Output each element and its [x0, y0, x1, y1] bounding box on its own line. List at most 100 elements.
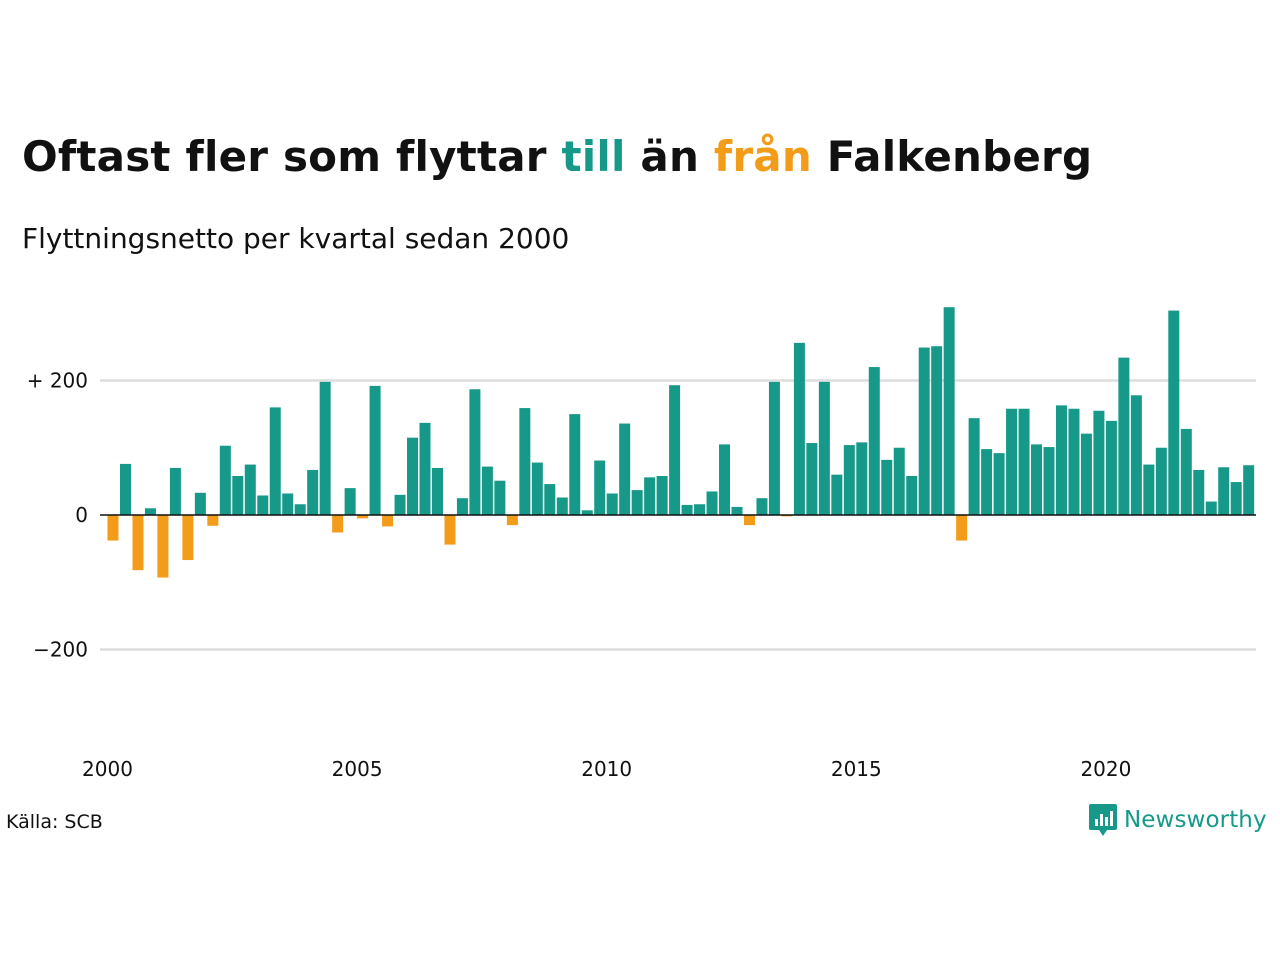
bar [893, 447, 905, 515]
source-note: Källa: SCB [6, 811, 103, 833]
bars [107, 307, 1255, 578]
bar [743, 515, 755, 526]
bar [282, 493, 294, 515]
bar [1093, 410, 1105, 515]
bar [831, 474, 843, 515]
bar [1018, 408, 1030, 515]
brand-name: Newsworthy [1124, 807, 1267, 833]
bar [1230, 482, 1242, 515]
chart-title: Oftast fler som flyttar till än från Fal… [22, 132, 1092, 181]
y-tick-label: 0 [75, 503, 88, 527]
bar [294, 504, 306, 515]
bar [569, 414, 581, 515]
bar [244, 464, 256, 515]
bar [556, 497, 568, 515]
bar [656, 475, 668, 515]
bar [357, 515, 369, 519]
bar [369, 385, 381, 515]
bar [1205, 501, 1217, 515]
bar [594, 460, 606, 515]
bar [444, 515, 456, 545]
x-tick-label: 2000 [82, 757, 133, 781]
bar [394, 494, 406, 515]
bar [119, 463, 131, 515]
bar [993, 453, 1005, 515]
bar [1068, 408, 1080, 515]
bar [132, 515, 144, 571]
bar [419, 422, 431, 515]
bar [232, 475, 244, 515]
bar [731, 506, 743, 515]
bar [1143, 464, 1155, 515]
bar [719, 444, 731, 515]
bar [581, 510, 593, 515]
y-tick-label: −200 [33, 638, 88, 662]
bar [481, 466, 493, 515]
bar [1105, 420, 1117, 515]
bar [307, 469, 319, 515]
bar [194, 492, 206, 515]
bar [219, 445, 231, 515]
bar [319, 381, 331, 515]
bar [332, 515, 344, 533]
bar [931, 346, 943, 515]
bar [431, 467, 443, 515]
bar [1043, 447, 1055, 515]
bar [956, 515, 968, 541]
bar [494, 480, 506, 515]
title-part-tail: Falkenberg [811, 132, 1093, 181]
brand-logo: Newsworthy [1088, 802, 1267, 838]
bar [669, 385, 681, 515]
bar [706, 491, 718, 515]
bar [456, 498, 468, 515]
bar [619, 423, 631, 515]
title-highlight-till: till [561, 132, 626, 181]
bar [631, 490, 643, 515]
bar [1180, 428, 1192, 515]
bar [182, 515, 194, 561]
bar [968, 418, 980, 515]
bar [1006, 408, 1018, 515]
bar [1155, 447, 1167, 515]
bar-chart: + 200 0 −200 2000 2005 2010 2015 2020 [27, 307, 1256, 781]
bar [1130, 395, 1142, 515]
bar [1118, 357, 1130, 515]
bar [681, 504, 693, 515]
bar [169, 467, 181, 515]
bar [981, 449, 993, 515]
bar [531, 462, 543, 515]
bar [407, 437, 419, 515]
bar [906, 475, 918, 515]
x-tick-label: 2005 [332, 757, 383, 781]
x-tick-label: 2020 [1080, 757, 1131, 781]
bar [269, 407, 281, 515]
chart-subtitle: Flyttningsnetto per kvartal sedan 2000 [22, 222, 570, 255]
bar [157, 515, 169, 578]
bar [918, 347, 930, 515]
title-highlight-fran: från [713, 132, 812, 181]
title-part-lead: Oftast fler som flyttar [22, 132, 562, 181]
bar [756, 498, 768, 515]
bar [793, 342, 805, 515]
newsworthy-logo-icon [1089, 804, 1117, 836]
y-tick-label: + 200 [27, 369, 88, 393]
bar [1218, 467, 1230, 515]
bar [344, 488, 356, 515]
axes: + 200 0 −200 2000 2005 2010 2015 2020 [27, 369, 1256, 781]
bar [107, 515, 119, 541]
x-tick-label: 2015 [831, 757, 882, 781]
title-part-middle: än [625, 132, 714, 181]
bar [1080, 433, 1092, 515]
bar [1031, 444, 1043, 515]
bar [694, 504, 706, 515]
bar [1055, 405, 1067, 515]
bar [207, 515, 219, 526]
bar [1168, 310, 1180, 515]
gridlines [100, 379, 1256, 651]
bar [544, 484, 556, 515]
bar [469, 389, 481, 515]
bar [382, 515, 394, 527]
bar [943, 307, 955, 515]
bar [606, 493, 618, 515]
bar [1243, 465, 1255, 515]
